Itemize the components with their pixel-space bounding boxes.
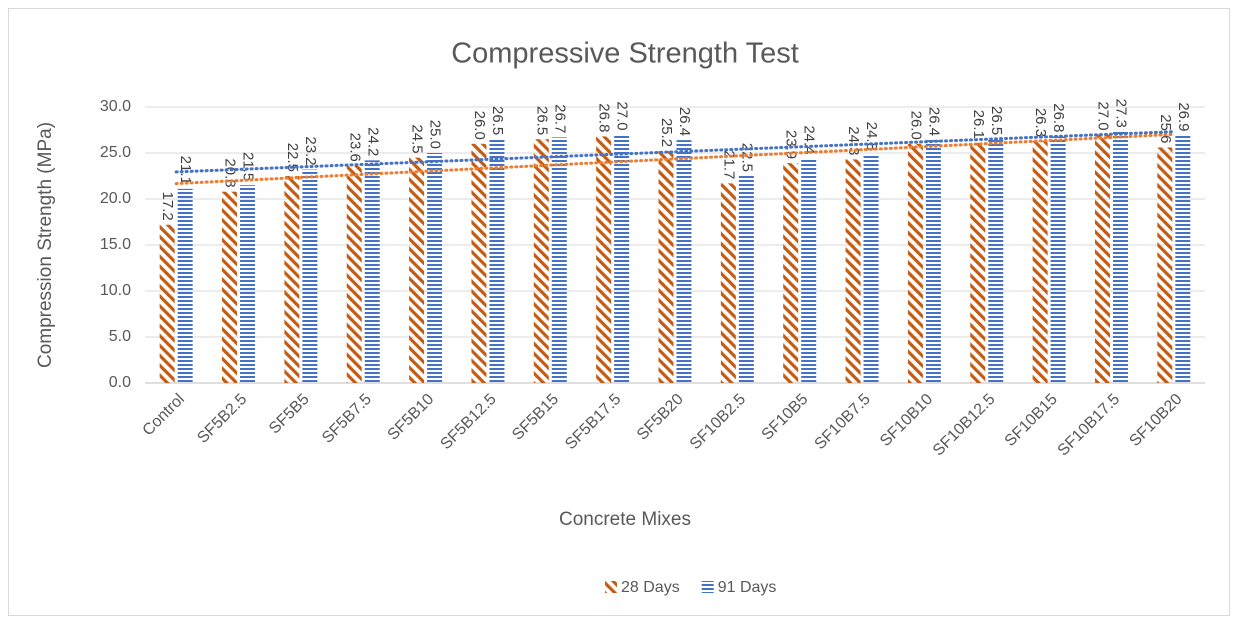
- legend-label: 28 Days: [621, 579, 680, 596]
- bar: [596, 136, 612, 383]
- y-tick-label: 20.0: [100, 190, 131, 207]
- data-label: 23.2: [302, 136, 319, 165]
- bar: [240, 185, 256, 383]
- data-label: 26.5: [489, 106, 506, 135]
- bar: [676, 140, 692, 383]
- data-label: 22.5: [284, 143, 301, 172]
- bar: [801, 158, 817, 383]
- legend-label: 91 Days: [718, 579, 777, 596]
- y-tick-label: 5.0: [109, 328, 131, 345]
- bar: [970, 142, 986, 383]
- bar: [658, 151, 674, 383]
- data-label: 20.8: [222, 158, 239, 187]
- y-tick-label: 25.0: [100, 144, 131, 161]
- data-label: 24.2: [364, 127, 381, 156]
- y-tick-label: 30.0: [100, 98, 131, 115]
- y-tick-label: 0.0: [109, 374, 131, 391]
- bar: [1094, 134, 1110, 383]
- y-tick-label: 15.0: [100, 236, 131, 253]
- x-axis-title: Concrete Mixes: [559, 509, 691, 530]
- data-label: 26.3: [1032, 108, 1049, 137]
- bar: [720, 183, 736, 383]
- data-label: 24.3: [845, 126, 862, 155]
- data-label: 27.0: [1095, 101, 1112, 130]
- data-label: 22.5: [738, 143, 755, 172]
- legend-swatch: [605, 581, 617, 593]
- data-label: 26.8: [596, 103, 613, 132]
- bar: [427, 153, 443, 383]
- bar: [302, 169, 318, 383]
- bar: [1175, 135, 1191, 383]
- data-label: 25.0: [427, 120, 444, 149]
- data-label: 17.2: [159, 192, 176, 221]
- bar: [1050, 136, 1066, 383]
- data-label: 25.6: [1157, 114, 1174, 143]
- y-tick-label: 10.0: [100, 282, 131, 299]
- chart-title: Compressive Strength Test: [451, 38, 799, 70]
- data-label: 27.3: [1113, 99, 1130, 128]
- y-axis-title: Compression Strength (MPa): [35, 122, 56, 368]
- data-label: 26.9: [1175, 102, 1192, 131]
- bar: [988, 139, 1004, 383]
- bar: [907, 143, 923, 383]
- data-label: 26.5: [988, 106, 1005, 135]
- bar: [471, 143, 487, 383]
- bar: [1112, 131, 1128, 383]
- data-label: 26.0: [471, 111, 488, 140]
- data-label: 26.1: [970, 110, 987, 139]
- data-label: 24.5: [409, 124, 426, 153]
- bar: [783, 163, 799, 383]
- bar: [159, 224, 175, 383]
- trendline: [174, 132, 1176, 186]
- data-label: 26.0: [907, 111, 924, 140]
- bar: [738, 176, 754, 383]
- trendline: [174, 130, 1176, 174]
- data-label: 26.4: [925, 107, 942, 136]
- bar: [533, 139, 549, 383]
- bar: [551, 137, 567, 383]
- data-label: 26.8: [1050, 103, 1067, 132]
- bar: [177, 188, 193, 383]
- bar: [364, 160, 380, 383]
- data-label: 21.7: [720, 150, 737, 179]
- legend-swatch: [701, 581, 714, 593]
- data-label: 21.5: [240, 152, 257, 181]
- data-label: 23.6: [346, 133, 363, 162]
- data-label: 24.4: [801, 125, 818, 154]
- bar: [614, 134, 630, 383]
- bar: [1032, 141, 1048, 383]
- bar: [863, 154, 879, 383]
- bar: [346, 165, 362, 383]
- bar: [409, 157, 425, 383]
- bar: [284, 176, 300, 383]
- bar: [489, 139, 505, 383]
- data-label: 26.5: [533, 106, 550, 135]
- data-label: 26.4: [676, 107, 693, 136]
- data-label: 27.0: [614, 101, 631, 130]
- data-label: 24.8: [863, 122, 880, 151]
- data-label: 26.7: [551, 104, 568, 133]
- bar: [222, 191, 238, 383]
- bar: [845, 159, 861, 383]
- data-label: 25.2: [658, 118, 675, 147]
- bar: [925, 140, 941, 383]
- bar: [1157, 147, 1173, 383]
